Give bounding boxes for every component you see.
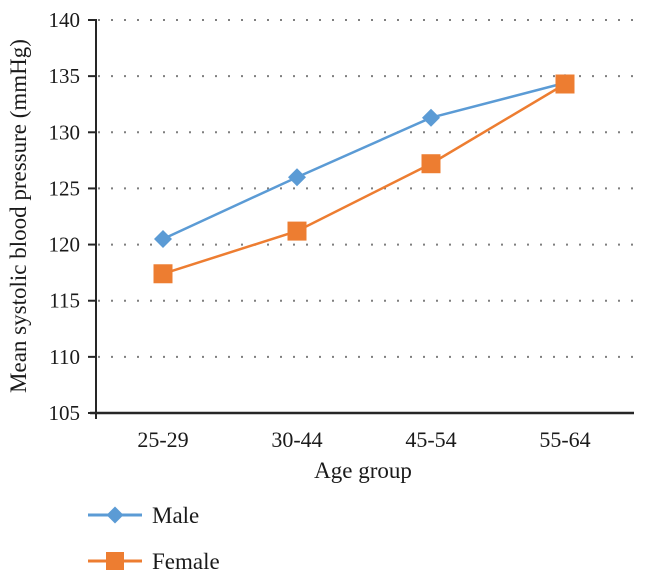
gridlines-group [98,19,638,358]
legend-female-label: Female [152,549,220,574]
legend-male-label: Male [152,503,199,528]
x-tick-label: 55-64 [539,427,590,452]
x-axis-labels-group: 25-29 30-44 45-54 55-64 [137,427,590,452]
male-data-point-30-44 [288,168,306,187]
female-data-point-30-44 [287,221,307,241]
legend-female-square-icon [106,552,124,570]
x-axis-title: Age group [314,458,412,483]
male-data-point-25-29 [154,229,172,248]
female-data-point-25-29 [153,264,173,284]
y-tick-label: 120 [49,233,81,257]
female-series-line [162,82,566,275]
y-axis-ticks-group: 105 110 115 120 125 130 135 140 [49,8,96,425]
y-tick-label: 115 [49,289,80,313]
y-tick-label: 130 [49,120,81,144]
y-axis-title: Mean systolic blood pressure (mmHg) [6,39,31,393]
female-data-point-45-54 [421,154,441,174]
legend-male-diamond-icon [106,506,124,524]
male-series-line [162,81,566,241]
female-data-point-55-64 [555,74,575,94]
y-tick-label: 140 [49,8,81,32]
male-data-point-45-54 [422,108,440,127]
x-tick-label: 45-54 [405,427,456,452]
y-tick-label: 125 [49,176,81,200]
x-tick-label: 30-44 [271,427,322,452]
y-tick-label: 135 [49,64,81,88]
legend-item-male: Male [88,503,199,528]
data-series-group [153,73,575,284]
legend: Male Female [88,503,220,574]
y-tick-label: 105 [49,401,81,425]
x-tick-label: 25-29 [137,427,188,452]
y-tick-label: 110 [49,345,80,369]
legend-item-female: Female [88,549,220,574]
